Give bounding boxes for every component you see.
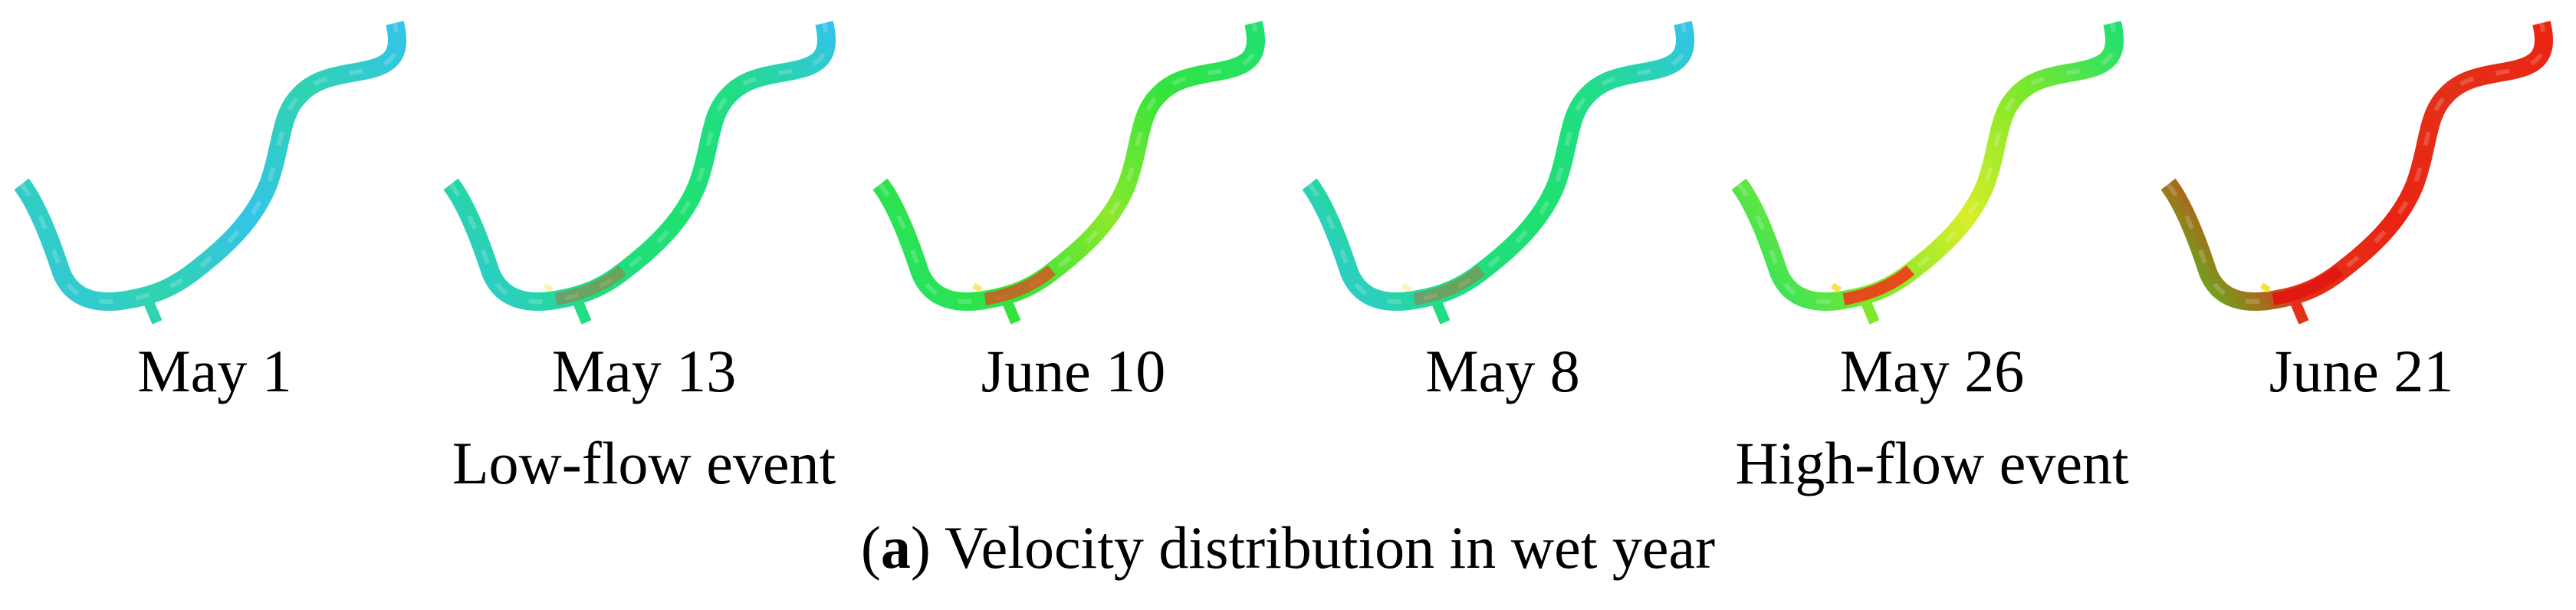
figure-caption: (a) Velocity distribution in wet year [860,514,1716,581]
river-streak [2166,22,2547,305]
river-channel [872,21,1266,312]
river-tributary [568,289,592,325]
river-tributary [139,289,163,325]
river-velocity-map [14,21,407,325]
river-streak [878,22,1259,305]
river-streak [19,22,400,305]
high-velocity-zone [1413,265,1486,305]
high-velocity-zone [554,265,627,305]
date-label: June 10 [981,338,1166,404]
date-label: May 13 [551,338,737,404]
high-velocity-zone [2272,265,2344,305]
date-label: May 8 [1425,338,1580,404]
low-flow-event-label: Low-flow event [452,430,836,496]
high-velocity-spot [1830,282,1842,293]
panel-may-26: May 26 [1717,0,2147,610]
river-streak [1307,22,1688,305]
panel-june-21: June 21 [2147,0,2576,610]
river-streak [1737,22,2118,305]
panel-may-8: May 8 [1288,0,1717,610]
high-velocity-spot [971,282,984,293]
river-velocity-map [872,21,1266,325]
caption-text: Velocity distribution in wet year [930,514,1716,581]
river-channel [1302,21,1695,312]
panel-may-1: May 1 [0,0,429,610]
high-velocity-zone [984,265,1056,305]
high-velocity-zone [1842,265,1915,305]
panel-may-13: May 13 [429,0,859,610]
caption-letter: a [880,514,911,581]
panel-june-10: June 10 [859,0,1288,610]
date-label: June 21 [2269,338,2454,404]
river-channel [443,21,836,312]
high-velocity-spot [1401,282,1413,293]
river-velocity-map [1302,21,1695,325]
river-channel [2160,21,2554,312]
high-flow-event-label: High-flow event [1735,430,2129,496]
river-velocity-map [1731,21,2124,325]
river-tributary [1427,289,1451,325]
date-label: May 1 [137,338,292,404]
date-label: May 26 [1839,338,2025,404]
river-velocity-map [2160,21,2554,325]
high-velocity-spot [542,282,554,293]
river-channel [1731,21,2124,312]
river-streak [449,22,830,305]
high-velocity-spot [2259,282,2272,293]
river-channel [14,21,407,312]
river-velocity-map [443,21,836,325]
